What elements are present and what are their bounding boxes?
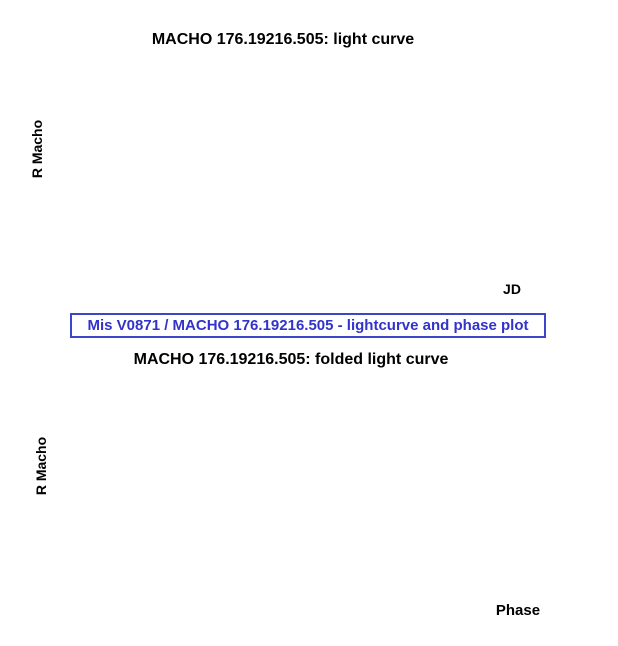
folded-x-axis-title: Phase bbox=[495, 602, 541, 619]
folded-y-axis-title: R Macho bbox=[33, 436, 49, 496]
lightcurve-chart-title: MACHO 176.19216.505: light curve bbox=[151, 31, 415, 48]
lightcurve-y-axis-title: R Macho bbox=[29, 119, 45, 179]
folded-chart-title: MACHO 176.19216.505: folded light curve bbox=[133, 351, 449, 368]
caption-banner-text: Mis V0871 / MACHO 176.19216.505 - lightc… bbox=[87, 317, 529, 334]
lightcurve-x-axis-title: JD bbox=[503, 281, 521, 297]
caption-banner: Mis V0871 / MACHO 176.19216.505 - lightc… bbox=[70, 313, 546, 338]
